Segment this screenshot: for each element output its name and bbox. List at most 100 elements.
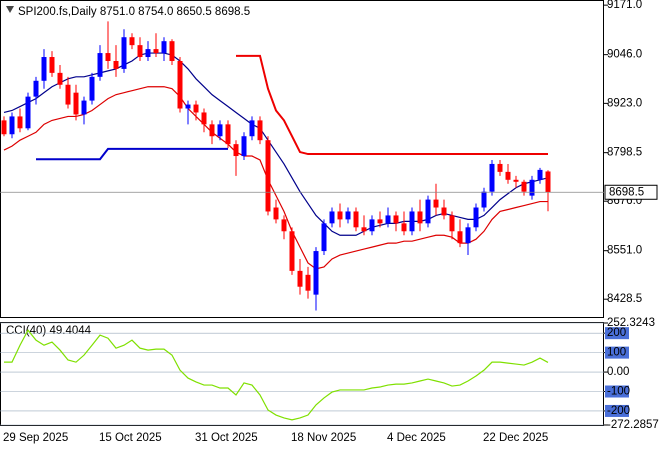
candle-body xyxy=(505,171,511,180)
candle-body xyxy=(513,179,519,182)
candle-body xyxy=(473,207,479,228)
candle-body xyxy=(241,136,247,157)
candle-body xyxy=(369,219,375,232)
x-tick-label: 15 Oct 2025 xyxy=(99,432,162,444)
candle-body xyxy=(17,116,23,129)
candle-body xyxy=(65,84,71,105)
x-tick-label: 22 Dec 2025 xyxy=(483,432,548,444)
candle-body xyxy=(409,211,415,232)
candle-body xyxy=(113,60,119,69)
y-tick-box xyxy=(605,346,629,359)
candle-body xyxy=(321,223,327,252)
x-tick-label: 18 Nov 2025 xyxy=(291,432,356,444)
candle-body xyxy=(305,274,311,291)
candle-body xyxy=(521,181,527,192)
y-tick-label: 8428.5 xyxy=(607,293,642,305)
candle-body xyxy=(337,211,343,220)
candle-body xyxy=(465,227,471,244)
candle-body xyxy=(233,144,239,157)
indicator-value: 49.4044 xyxy=(49,325,91,337)
y-tick-label: -200 xyxy=(607,405,630,417)
candle-body xyxy=(425,199,431,224)
y-tick-label: 252.3243 xyxy=(607,317,655,329)
candle-body xyxy=(377,219,383,224)
line xyxy=(4,329,549,421)
candle-body xyxy=(281,219,287,232)
y-tick-box xyxy=(605,327,629,340)
y-tick-label: 100 xyxy=(607,347,626,359)
candle-body xyxy=(1,120,7,135)
y-tick-label: 8798.5 xyxy=(607,147,642,159)
candle-body xyxy=(49,57,55,73)
candle-body xyxy=(41,57,47,81)
candle-body xyxy=(273,207,279,220)
candle-body xyxy=(385,215,391,224)
y-tick-label: 200 xyxy=(607,327,626,339)
chart-title: SPI200.fs,Daily 8751.0 8754.0 8650.5 869… xyxy=(18,6,250,18)
candle-body xyxy=(57,72,63,85)
candle-body xyxy=(217,124,223,137)
candle-body xyxy=(81,100,87,115)
y-tick-label: -272.2857 xyxy=(607,419,659,431)
candle-body xyxy=(129,37,135,46)
indicator-name: CCI(40) xyxy=(6,325,46,337)
candle-body xyxy=(489,163,495,192)
candle-body xyxy=(97,53,103,77)
candle-body xyxy=(153,49,159,54)
candle-body xyxy=(329,211,335,224)
candle-body xyxy=(361,227,367,232)
candle-body xyxy=(257,120,263,141)
candle-body xyxy=(89,76,95,101)
collapse-icon xyxy=(6,6,14,13)
candle-body xyxy=(137,45,143,58)
y-tick-label: 9171.0 xyxy=(607,0,642,11)
candle-body xyxy=(185,104,191,109)
candle-body xyxy=(417,211,423,224)
x-tick-label: 29 Sep 2025 xyxy=(3,432,68,444)
candle-body xyxy=(481,191,487,208)
candle-body xyxy=(289,231,295,271)
y-tick-label: 8551.0 xyxy=(607,245,642,257)
y-tick-label: 0.00 xyxy=(607,366,629,378)
x-tick-label: 31 Oct 2025 xyxy=(195,432,258,444)
candle-body xyxy=(145,49,151,58)
y-tick-label: -100 xyxy=(607,386,630,398)
candle-body xyxy=(353,211,359,228)
candle-body xyxy=(265,140,271,212)
candle-body xyxy=(105,53,111,61)
candle-body xyxy=(33,80,39,97)
candle-body xyxy=(9,116,15,135)
candle-body xyxy=(249,120,255,137)
candle-body xyxy=(297,270,303,287)
candle-body xyxy=(545,171,551,193)
indicator-title: CCI(40) 49.4044 xyxy=(6,325,92,337)
x-tick-label: 4 Dec 2025 xyxy=(387,432,446,444)
main-panel-frame xyxy=(0,0,604,318)
candle-body xyxy=(193,104,199,113)
line xyxy=(36,147,228,161)
y-tick-box xyxy=(605,385,629,398)
candle-body xyxy=(457,231,463,244)
last-price-box xyxy=(604,184,658,200)
candle-body xyxy=(25,96,31,129)
last-price-label: 8698.5 xyxy=(609,186,644,198)
candle-body xyxy=(345,211,351,220)
line xyxy=(236,54,548,156)
candle-body xyxy=(313,251,319,295)
candle-body xyxy=(449,215,455,232)
candle-body xyxy=(209,124,215,137)
candle-body xyxy=(177,60,183,109)
cci-panel-frame xyxy=(0,322,604,426)
y-tick-label: 9046.0 xyxy=(607,49,642,61)
candle-body xyxy=(537,169,543,180)
line xyxy=(3,86,548,270)
candle-body xyxy=(401,223,407,232)
candle-body xyxy=(73,92,79,115)
candle-body xyxy=(169,41,175,61)
candle-body xyxy=(497,163,503,172)
candle-body xyxy=(201,112,207,125)
candle-body xyxy=(225,124,231,145)
candle-body xyxy=(441,207,447,216)
line xyxy=(3,52,549,236)
